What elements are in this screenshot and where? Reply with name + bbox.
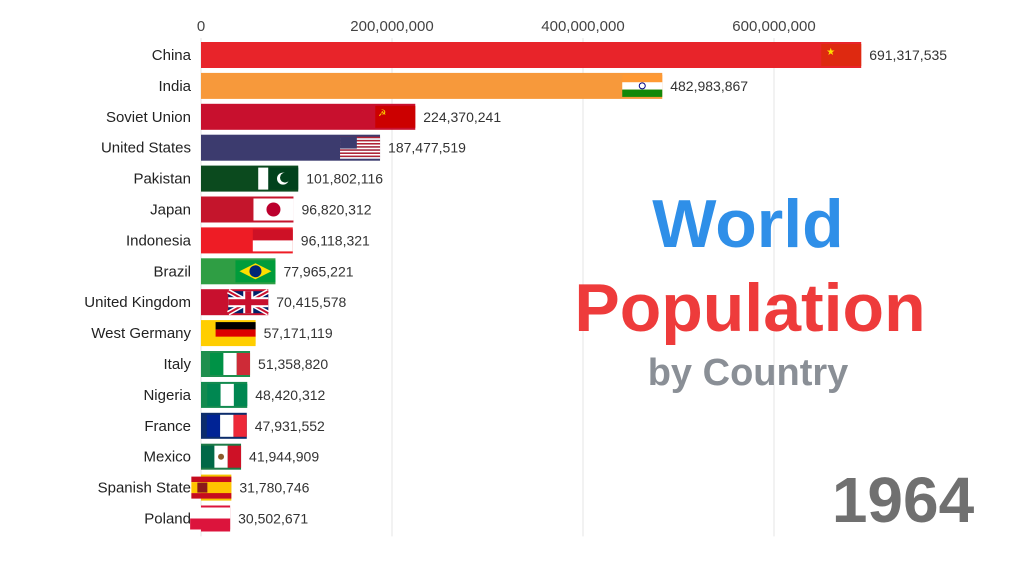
- value-label: 48,420,312: [255, 387, 325, 403]
- category-label: Italy: [163, 356, 191, 373]
- x-tick-label: 0: [197, 18, 205, 35]
- bar-row: Mexico 41,944,909: [143, 443, 319, 470]
- value-label: 482,983,867: [670, 78, 748, 94]
- category-label: China: [152, 47, 192, 64]
- x-tick-label: 200,000,000: [350, 18, 433, 35]
- svg-text:★: ★: [826, 47, 835, 58]
- category-label: Indonesia: [126, 232, 192, 249]
- category-label: Spanish State: [98, 480, 191, 497]
- x-tick-label: 600,000,000: [732, 18, 815, 35]
- bar-row: Brazil 77,965,221: [153, 258, 354, 285]
- india-flag-icon: [622, 74, 663, 97]
- value-label: 96,118,321: [301, 232, 370, 248]
- category-label: Soviet Union: [106, 109, 191, 126]
- spain-flag-icon: [191, 476, 232, 499]
- pakistan-flag-icon: [258, 167, 299, 190]
- category-label: Mexico: [143, 449, 191, 466]
- brazil-flag-icon: [235, 260, 276, 283]
- category-label: Nigeria: [143, 387, 191, 404]
- category-label: United States: [101, 140, 191, 157]
- value-label: 47,931,552: [255, 418, 325, 434]
- soviet-flag-icon: ☭: [375, 105, 416, 128]
- svg-text:☭: ☭: [378, 108, 386, 118]
- france-flag-icon: [206, 414, 247, 437]
- category-label: Poland: [144, 511, 191, 528]
- category-label: United Kingdom: [84, 294, 191, 311]
- value-label: 31,780,746: [239, 480, 309, 496]
- category-label: West Germany: [91, 325, 191, 342]
- germany-flag-icon: [215, 322, 256, 345]
- japan-flag-icon: [253, 198, 294, 221]
- year-label: 1964: [831, 464, 975, 536]
- bars: China ★ 691,317,535 India 482,983,867 Soviet …: [84, 42, 947, 532]
- chart-title-line2: Population: [574, 270, 926, 346]
- bar-row: France 47,931,552: [144, 412, 325, 439]
- value-label: 96,820,312: [301, 202, 371, 218]
- bar-row: Spanish State 31,780,746: [98, 474, 310, 501]
- nigeria-flag-icon: [207, 383, 248, 406]
- category-label: France: [144, 418, 191, 435]
- bar-row: Nigeria 48,420,312: [143, 381, 326, 408]
- value-label: 101,802,116: [306, 171, 383, 187]
- chart-subtitle: by Country: [647, 352, 849, 394]
- bar: [201, 72, 663, 99]
- value-label: 51,358,820: [258, 356, 328, 372]
- bar-row: China ★ 691,317,535: [152, 42, 947, 68]
- value-label: 224,370,241: [423, 109, 501, 125]
- category-label: Pakistan: [133, 171, 191, 188]
- bar-row: Soviet Union ☭ 224,370,241: [106, 103, 501, 130]
- usa-flag-icon: [340, 136, 381, 159]
- bar-row: West Germany 57,171,119: [91, 320, 333, 347]
- value-label: 70,415,578: [276, 294, 346, 310]
- uk-flag-icon: [227, 289, 270, 316]
- x-tick-label: 400,000,000: [541, 18, 624, 35]
- value-label: 691,317,535: [869, 47, 947, 63]
- category-label: Japan: [150, 202, 191, 219]
- bar-row: United Kingdom 70,415,578: [84, 289, 347, 316]
- x-axis-ticks: 0 200,000,000 400,000,000 600,000,000: [197, 18, 816, 35]
- bar-row: Pakistan 101,802,116: [133, 165, 383, 192]
- value-label: 77,965,221: [283, 263, 353, 279]
- bar: [201, 42, 862, 68]
- bar-row: India 482,983,867: [158, 72, 748, 99]
- mexico-flag-icon: [201, 445, 242, 468]
- category-label: India: [158, 78, 191, 95]
- bar-row: Indonesia 96,118,321: [126, 227, 370, 254]
- chart-title: World: [652, 186, 844, 262]
- indonesia-flag-icon: [252, 229, 293, 252]
- value-label: 41,944,909: [249, 449, 319, 465]
- china-flag-icon: ★: [821, 44, 862, 66]
- bar-row: Poland 30,502,671: [144, 505, 308, 532]
- value-label: 30,502,671: [238, 511, 308, 527]
- poland-flag-icon: [190, 507, 231, 530]
- category-label: Brazil: [153, 263, 191, 280]
- bar-row: Japan 96,820,312: [150, 196, 372, 223]
- bar-row: Italy 51,358,820: [163, 351, 328, 377]
- bar-row: United States 187,477,519: [101, 134, 466, 161]
- value-label: 187,477,519: [388, 140, 466, 156]
- italy-flag-icon: [210, 353, 251, 375]
- value-label: 57,171,119: [264, 325, 333, 341]
